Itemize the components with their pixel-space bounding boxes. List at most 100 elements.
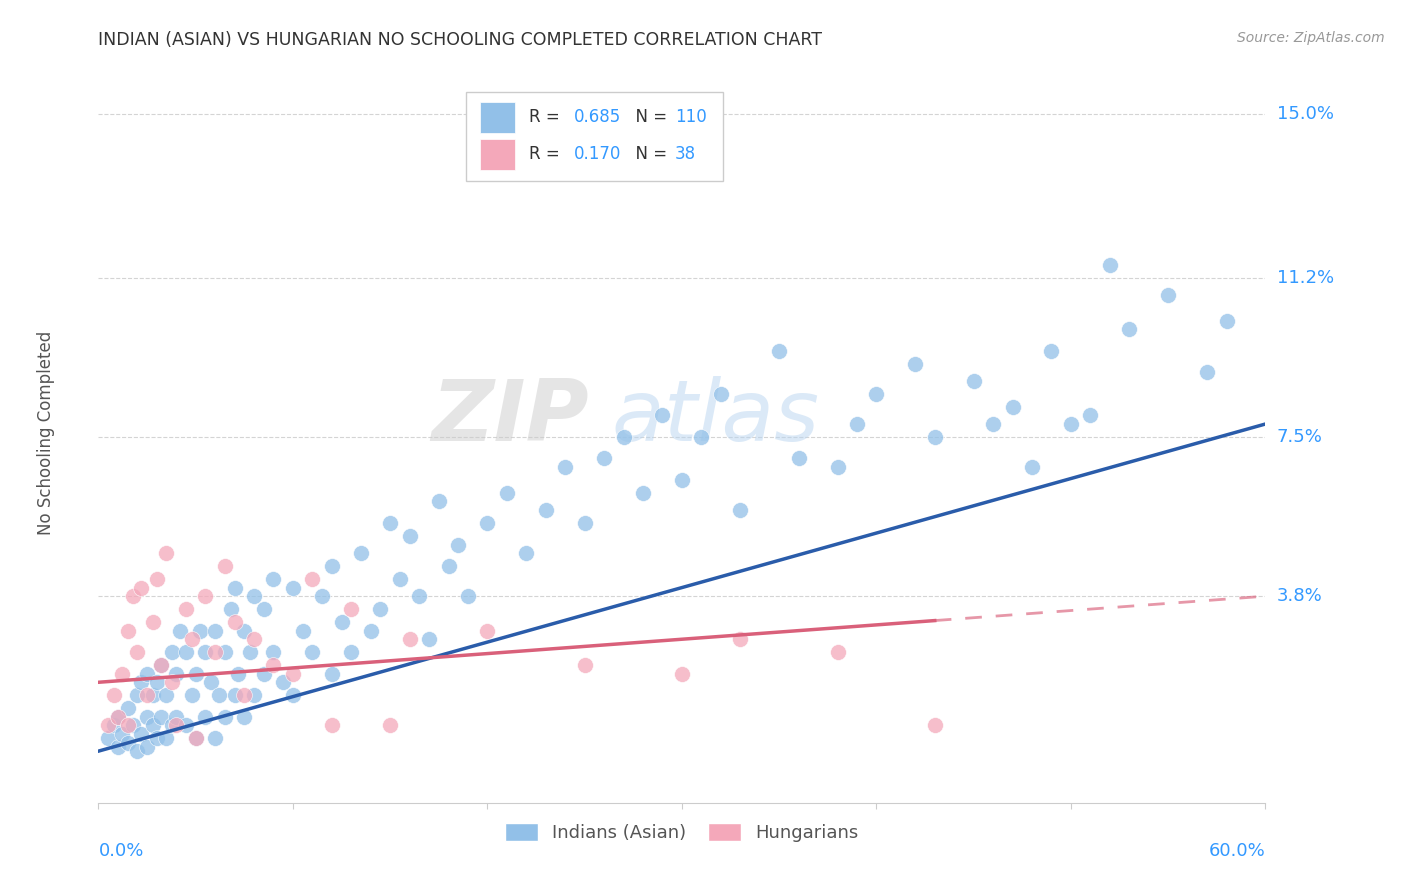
Point xyxy=(1040,343,1063,358)
Point xyxy=(149,709,172,723)
Point xyxy=(534,503,557,517)
Text: R =: R = xyxy=(529,108,565,127)
Text: 38: 38 xyxy=(675,145,696,163)
Point xyxy=(321,718,343,732)
Point xyxy=(146,572,169,586)
Point xyxy=(613,430,636,444)
Point xyxy=(214,559,236,574)
Point xyxy=(129,727,152,741)
Point xyxy=(107,709,129,723)
Point xyxy=(224,615,246,629)
Point xyxy=(174,718,197,732)
Point xyxy=(184,666,207,681)
Point xyxy=(262,658,284,673)
Point xyxy=(787,451,810,466)
Text: INDIAN (ASIAN) VS HUNGARIAN NO SCHOOLING COMPLETED CORRELATION CHART: INDIAN (ASIAN) VS HUNGARIAN NO SCHOOLING… xyxy=(98,31,823,49)
Point xyxy=(129,675,152,690)
Point xyxy=(239,645,262,659)
Point xyxy=(1157,288,1180,302)
Point xyxy=(208,688,231,702)
Point xyxy=(1118,322,1140,336)
Point xyxy=(768,343,790,358)
Point xyxy=(233,709,256,723)
Point xyxy=(184,731,207,746)
Point xyxy=(200,675,222,690)
Text: 60.0%: 60.0% xyxy=(1209,842,1265,860)
Point xyxy=(214,645,236,659)
Point xyxy=(1195,365,1218,379)
Text: 3.8%: 3.8% xyxy=(1277,587,1322,605)
Point xyxy=(301,645,323,659)
Point xyxy=(281,666,304,681)
Point xyxy=(149,658,172,673)
Point xyxy=(188,624,211,638)
Point xyxy=(271,675,294,690)
Text: Source: ZipAtlas.com: Source: ZipAtlas.com xyxy=(1237,31,1385,45)
Point xyxy=(127,645,149,659)
Point xyxy=(301,572,323,586)
Point xyxy=(457,589,479,603)
Point xyxy=(204,624,226,638)
Point xyxy=(262,572,284,586)
Point xyxy=(233,624,256,638)
Point xyxy=(129,581,152,595)
Point xyxy=(253,666,276,681)
Point xyxy=(865,387,887,401)
Point xyxy=(398,632,420,647)
Text: 7.5%: 7.5% xyxy=(1277,428,1323,446)
Point xyxy=(149,658,172,673)
Point xyxy=(224,581,246,595)
Point xyxy=(146,675,169,690)
Text: No Schooling Completed: No Schooling Completed xyxy=(37,331,55,534)
Text: N =: N = xyxy=(624,108,672,127)
Point xyxy=(408,589,430,603)
Point xyxy=(1001,400,1024,414)
Point xyxy=(107,739,129,754)
Point xyxy=(155,688,177,702)
Point xyxy=(1215,314,1237,328)
Point xyxy=(184,731,207,746)
Point xyxy=(224,688,246,702)
Point xyxy=(142,615,165,629)
Point xyxy=(117,718,139,732)
Point xyxy=(111,666,134,681)
Point xyxy=(165,709,187,723)
Point xyxy=(228,666,250,681)
Point xyxy=(730,503,752,517)
Point xyxy=(447,537,470,551)
Point xyxy=(214,709,236,723)
Point xyxy=(117,624,139,638)
Point xyxy=(418,632,440,647)
Text: 0.685: 0.685 xyxy=(574,108,620,127)
Point xyxy=(165,718,187,732)
Text: 110: 110 xyxy=(675,108,707,127)
Point xyxy=(127,744,149,758)
Point xyxy=(311,589,333,603)
Point xyxy=(574,658,596,673)
Point xyxy=(194,645,217,659)
Text: 11.2%: 11.2% xyxy=(1277,268,1334,286)
Point xyxy=(174,645,197,659)
Point xyxy=(962,374,984,388)
Point xyxy=(194,709,217,723)
Point xyxy=(174,602,197,616)
Point xyxy=(398,529,420,543)
FancyBboxPatch shape xyxy=(465,92,723,181)
Point xyxy=(631,486,654,500)
Text: atlas: atlas xyxy=(612,376,820,459)
Point xyxy=(554,460,576,475)
Point xyxy=(162,645,184,659)
Point xyxy=(671,666,693,681)
Point xyxy=(281,581,304,595)
Point xyxy=(350,546,373,560)
Point xyxy=(291,624,314,638)
Point xyxy=(117,701,139,715)
Point xyxy=(146,731,169,746)
Point xyxy=(388,572,411,586)
Point xyxy=(253,602,276,616)
Point xyxy=(243,688,266,702)
Point xyxy=(846,417,869,431)
Point xyxy=(142,688,165,702)
Point xyxy=(827,645,849,659)
Point xyxy=(321,559,343,574)
